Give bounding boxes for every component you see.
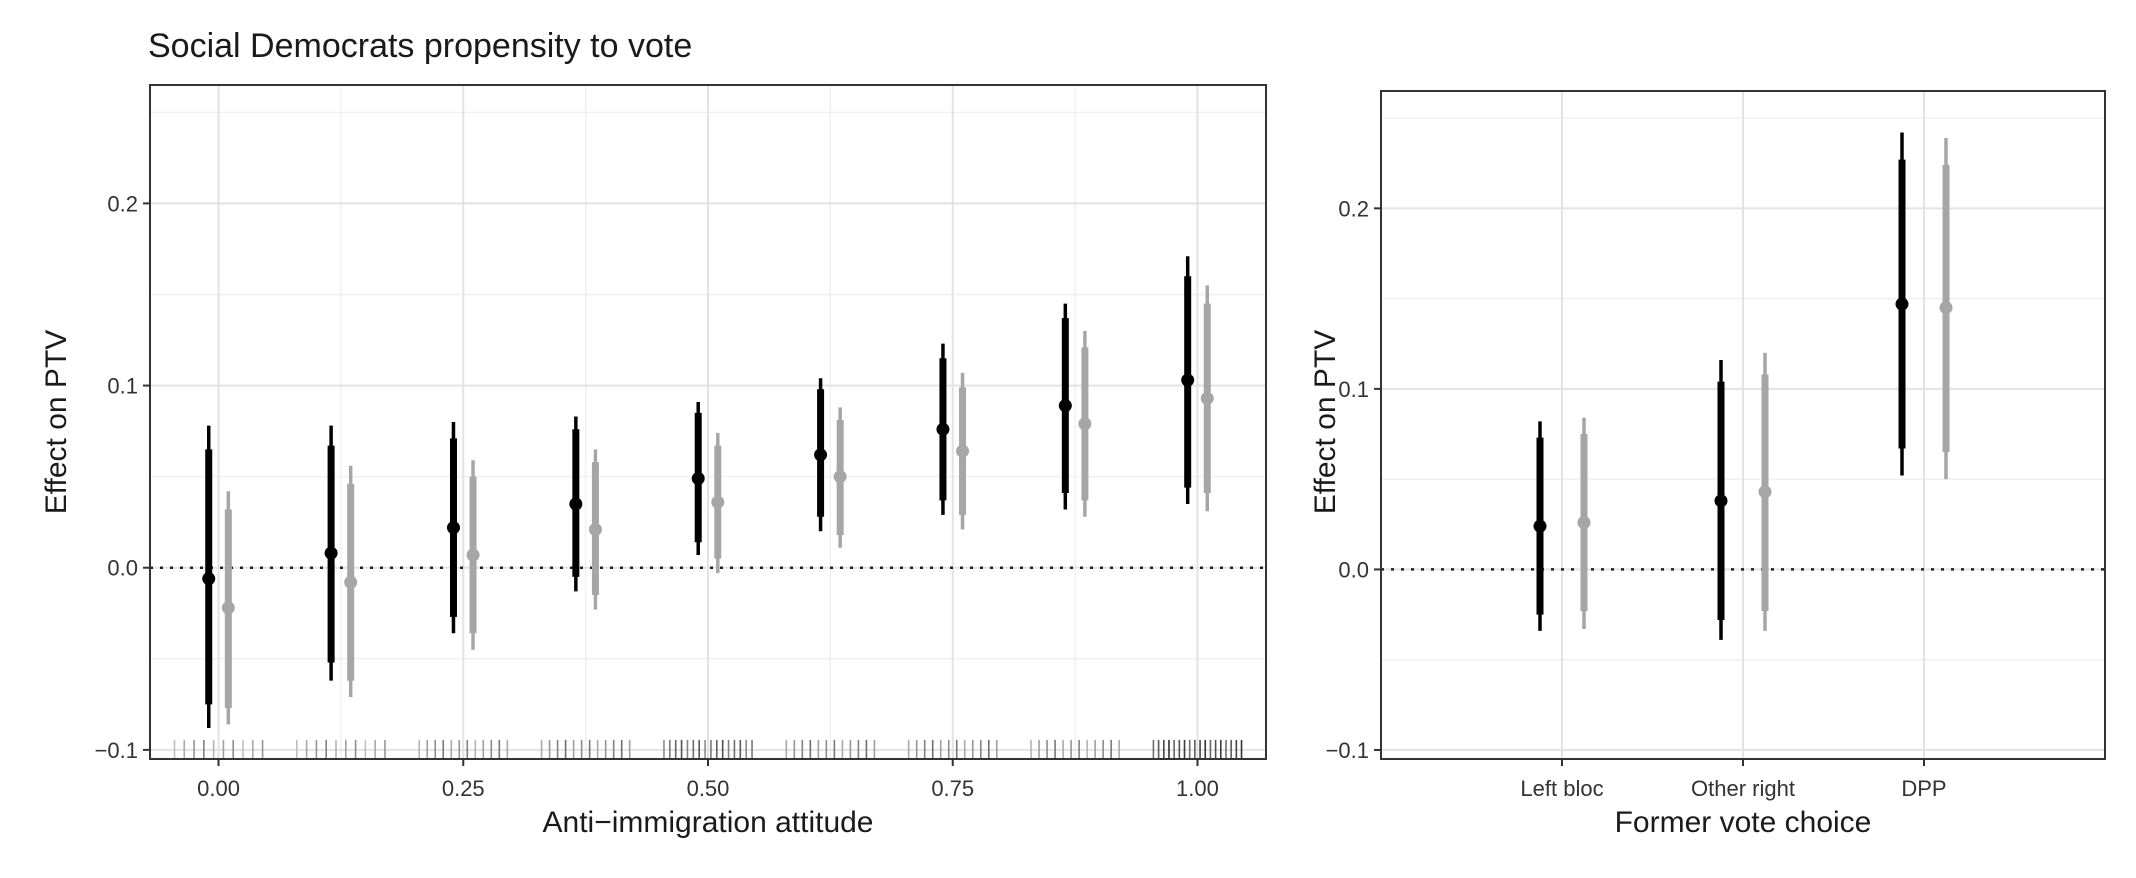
point-estimate (1758, 485, 1772, 499)
y-tick-label: 0.2 (107, 191, 138, 216)
right-y-axis-title: Effect on PTV (1309, 330, 1342, 515)
y-tick-label: −0.1 (1326, 738, 1369, 763)
y-tick-label: 0.0 (1338, 557, 1369, 582)
y-tick-label: 0.2 (1338, 196, 1369, 221)
point-estimate (1058, 399, 1072, 413)
point-estimate (466, 548, 480, 562)
point-estimate (446, 521, 460, 535)
right-estimates (1533, 132, 1953, 640)
point-estimate (202, 572, 216, 586)
x-tick-label: DPP (1901, 776, 1946, 801)
left-x-axis-ticks: 0.00 0.25 0.50 0.75 1.00 (197, 759, 1219, 801)
left-x-axis-title: Anti−immigration attitude (543, 806, 874, 839)
point-estimate (1895, 297, 1909, 311)
right-panel: −0.1 0.0 0.1 0.2 Left bloc Other right DPP Fo… (1309, 90, 2106, 839)
point-estimate (221, 601, 235, 615)
point-estimate (936, 422, 950, 436)
point-estimate (1200, 391, 1214, 405)
point-estimate (1533, 519, 1547, 533)
left-y-axis-title: Effect on PTV (40, 330, 73, 515)
left-panel: Social Democrats propensity to vote −0.1… (40, 27, 1267, 839)
right-x-axis-title: Former vote choice (1615, 806, 1872, 839)
right-x-axis-ticks: Left bloc Other right DPP (1520, 759, 1947, 801)
point-estimate (956, 444, 970, 458)
y-tick-label: 0.1 (107, 374, 138, 399)
point-estimate (833, 470, 847, 484)
point-estimate (344, 575, 358, 589)
left-estimates (202, 256, 1214, 729)
left-rug-marks (173, 739, 1243, 760)
point-estimate (1714, 494, 1728, 508)
point-estimate (691, 471, 705, 485)
y-tick-label: 0.1 (1338, 377, 1369, 402)
point-estimate (1181, 373, 1195, 387)
point-estimate (569, 497, 583, 511)
point-estimate (324, 546, 338, 560)
point-estimate (1078, 417, 1092, 431)
point-estimate (1939, 301, 1953, 315)
x-tick-label: 0.50 (687, 776, 730, 801)
x-tick-label: Left bloc (1520, 776, 1603, 801)
point-estimate (588, 522, 602, 536)
y-tick-label: 0.0 (107, 556, 138, 581)
x-tick-label: 0.00 (197, 776, 240, 801)
left-chart-title: Social Democrats propensity to vote (148, 27, 692, 65)
point-estimate (711, 495, 725, 509)
point-estimate (1577, 515, 1591, 529)
x-tick-label: Other right (1691, 776, 1795, 801)
right-y-axis-ticks: −0.1 0.0 0.1 0.2 (1326, 196, 1381, 763)
point-estimate (814, 448, 828, 462)
left-y-axis-ticks: −0.1 0.0 0.1 0.2 (95, 191, 150, 763)
x-tick-label: 1.00 (1176, 776, 1219, 801)
y-tick-label: −0.1 (95, 738, 138, 763)
left-gridlines (150, 85, 1266, 759)
right-gridlines (1381, 91, 2105, 759)
x-tick-label: 0.75 (931, 776, 974, 801)
x-tick-label: 0.25 (442, 776, 485, 801)
